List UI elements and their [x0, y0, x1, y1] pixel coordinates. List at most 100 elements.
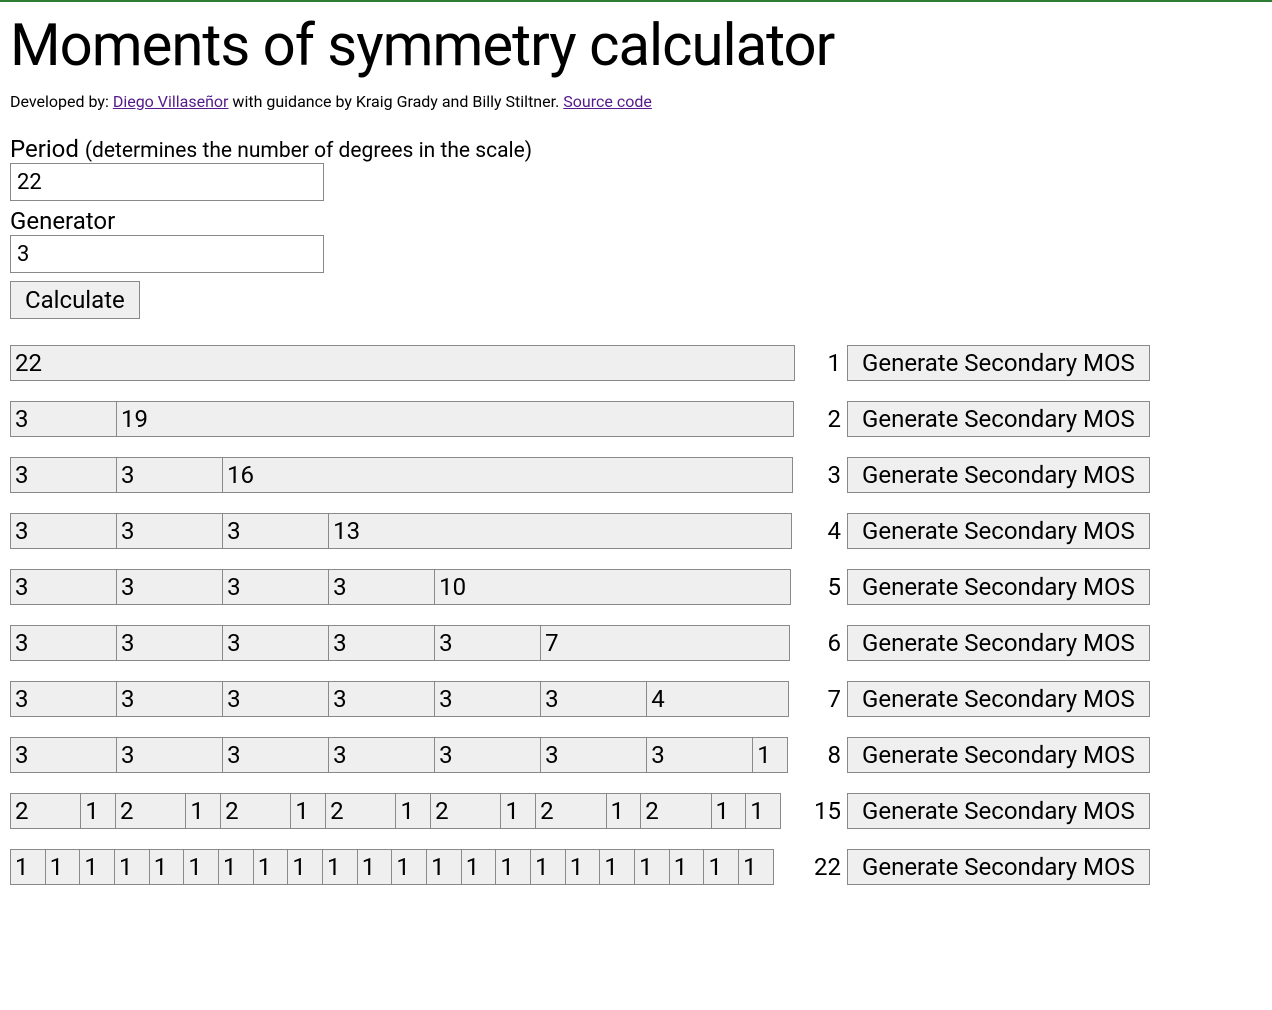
segment-cell: 2 — [640, 793, 711, 829]
generate-secondary-mos-button[interactable]: Generate Secondary MOS — [847, 625, 1150, 661]
segment-cell: 3 — [116, 737, 223, 773]
result-row: 221Generate Secondary MOS — [10, 345, 1262, 381]
generate-secondary-mos-button[interactable]: Generate Secondary MOS — [847, 457, 1150, 493]
segment-cell: 1 — [530, 849, 566, 885]
segment-cell: 1 — [45, 849, 81, 885]
segment-cell: 16 — [222, 457, 793, 493]
segment-cell: 4 — [646, 681, 789, 717]
segment-cell: 13 — [328, 513, 792, 549]
segment-cell: 1 — [287, 849, 323, 885]
generate-secondary-mos-button[interactable]: Generate Secondary MOS — [847, 345, 1150, 381]
segment-cell: 1 — [391, 849, 427, 885]
segment-cell: 3 — [328, 737, 435, 773]
generate-secondary-mos-button[interactable]: Generate Secondary MOS — [847, 513, 1150, 549]
byline-middle: with guidance by Kraig Grady and Billy S… — [228, 92, 563, 111]
row-count: 8 — [795, 737, 847, 773]
segment-cell: 1 — [461, 849, 497, 885]
author-link[interactable]: Diego Villaseñor — [113, 92, 229, 111]
generator-label: Generator — [10, 207, 115, 235]
calculate-button[interactable]: Calculate — [10, 281, 140, 319]
segment-cell: 22 — [10, 345, 795, 381]
segment-cell: 1 — [500, 793, 536, 829]
segment-bar: 3316 — [10, 457, 795, 493]
segment-cell: 3 — [328, 625, 435, 661]
row-count: 15 — [795, 793, 847, 829]
generator-input[interactable] — [10, 235, 324, 273]
segment-cell: 3 — [10, 569, 117, 605]
segment-cell: 3 — [222, 569, 329, 605]
generate-secondary-mos-button[interactable]: Generate Secondary MOS — [847, 401, 1150, 437]
segment-cell: 1 — [114, 849, 150, 885]
segment-cell: 1 — [395, 793, 431, 829]
segment-cell: 3 — [116, 513, 223, 549]
segment-cell: 3 — [116, 569, 223, 605]
row-count: 3 — [795, 457, 847, 493]
period-label: Period (determines the number of degrees… — [10, 135, 532, 163]
segment-cell: 1 — [738, 849, 774, 885]
source-code-link[interactable]: Source code — [563, 92, 652, 111]
segment-bar: 212121212121211 — [10, 793, 795, 829]
row-count: 4 — [795, 513, 847, 549]
segment-cell: 7 — [540, 625, 790, 661]
segment-cell: 3 — [222, 681, 329, 717]
segment-cell: 1 — [322, 849, 358, 885]
segment-cell: 3 — [10, 401, 117, 437]
segment-cell: 1 — [357, 849, 393, 885]
result-row: 333333318Generate Secondary MOS — [10, 737, 1262, 773]
segment-cell: 3 — [434, 625, 541, 661]
row-count: 7 — [795, 681, 847, 717]
segment-cell: 3 — [116, 625, 223, 661]
segment-cell: 2 — [220, 793, 291, 829]
segment-cell: 3 — [328, 681, 435, 717]
segment-bar: 319 — [10, 401, 795, 437]
segment-cell: 3 — [540, 737, 647, 773]
segment-bar: 3333334 — [10, 681, 795, 717]
row-count: 1 — [795, 345, 847, 381]
segment-cell: 2 — [115, 793, 186, 829]
generate-secondary-mos-button[interactable]: Generate Secondary MOS — [847, 737, 1150, 773]
segment-cell: 3 — [10, 681, 117, 717]
segment-cell: 1 — [634, 849, 670, 885]
byline: Developed by: Diego Villaseñor with guid… — [10, 92, 1262, 111]
generate-secondary-mos-button[interactable]: Generate Secondary MOS — [847, 849, 1150, 885]
generate-secondary-mos-button[interactable]: Generate Secondary MOS — [847, 569, 1150, 605]
segment-cell: 1 — [752, 737, 788, 773]
segment-cell: 1 — [290, 793, 326, 829]
segment-cell: 1 — [79, 849, 115, 885]
segment-cell: 3 — [328, 569, 435, 605]
segment-cell: 3 — [434, 681, 541, 717]
result-row: 33333347Generate Secondary MOS — [10, 681, 1262, 717]
segment-bar: 333337 — [10, 625, 795, 661]
segment-cell: 1 — [253, 849, 289, 885]
segment-cell: 3 — [10, 625, 117, 661]
segment-cell: 3 — [10, 513, 117, 549]
result-row: 111111111111111111111122Generate Seconda… — [10, 849, 1262, 885]
segment-cell: 2 — [10, 793, 81, 829]
segment-cell: 2 — [535, 793, 606, 829]
result-row: 21212121212121115Generate Secondary MOS — [10, 793, 1262, 829]
period-hint: (determines the number of degrees in the… — [85, 139, 532, 163]
row-count: 6 — [795, 625, 847, 661]
segment-bar: 333310 — [10, 569, 795, 605]
segment-bar: 1111111111111111111111 — [10, 849, 795, 885]
page-title: Moments of symmetry calculator — [10, 12, 1262, 80]
segment-cell: 3 — [10, 737, 117, 773]
segment-cell: 19 — [116, 401, 794, 437]
segment-cell: 2 — [325, 793, 396, 829]
segment-cell: 1 — [669, 849, 705, 885]
results-table: 221Generate Secondary MOS3192Generate Se… — [10, 345, 1262, 885]
period-input[interactable] — [10, 163, 324, 201]
segment-cell: 1 — [10, 849, 46, 885]
segment-cell: 1 — [426, 849, 462, 885]
segment-cell: 1 — [599, 849, 635, 885]
segment-cell: 1 — [185, 793, 221, 829]
result-row: 3333376Generate Secondary MOS — [10, 625, 1262, 661]
generate-secondary-mos-button[interactable]: Generate Secondary MOS — [847, 681, 1150, 717]
segment-cell: 3 — [540, 681, 647, 717]
segment-cell: 3 — [222, 625, 329, 661]
segment-cell: 1 — [745, 793, 781, 829]
generate-secondary-mos-button[interactable]: Generate Secondary MOS — [847, 793, 1150, 829]
result-row: 3333105Generate Secondary MOS — [10, 569, 1262, 605]
segment-cell: 1 — [606, 793, 642, 829]
segment-cell: 1 — [495, 849, 531, 885]
